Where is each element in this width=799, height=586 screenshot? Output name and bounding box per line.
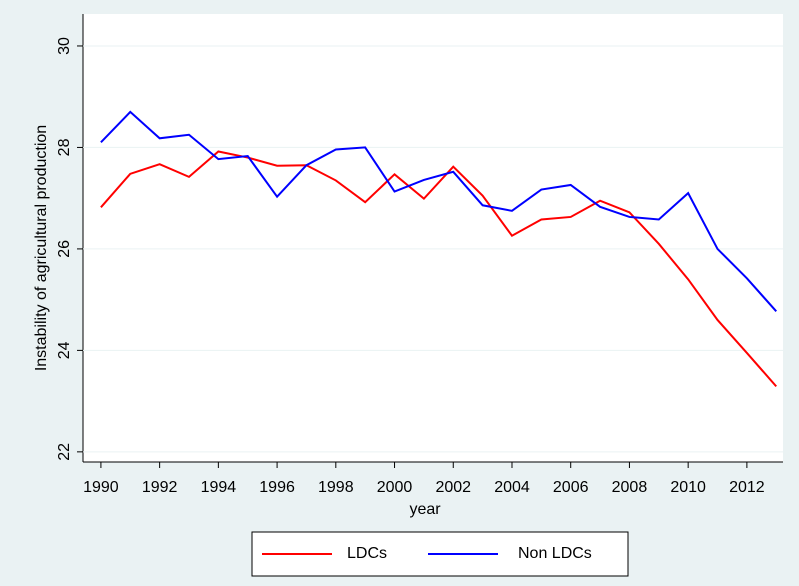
y-tick-label: 24 [56,341,73,359]
x-axis-label: year [409,501,441,518]
y-tick-label: 28 [56,138,73,156]
x-tick-label: 2012 [729,479,765,496]
y-tick-label: 26 [56,240,73,258]
x-tick-label: 2010 [670,479,706,496]
x-tick-label: 1992 [142,479,178,496]
y-tick-label: 30 [56,37,73,55]
x-tick-label: 2000 [377,479,413,496]
plot-area [83,14,783,462]
legend-label: Non LDCs [518,545,592,562]
x-tick-label: 2006 [553,479,589,496]
series-line [100,110,777,312]
y-axis-label: Instability of agricultural production [33,125,50,371]
legend-label: LDCs [347,545,387,562]
x-tick-label: 1994 [201,479,237,496]
x-tick-label: 2004 [494,479,530,496]
x-tick-label: 2008 [612,479,648,496]
x-tick-label: 1990 [83,479,119,496]
y-tick-label: 22 [56,443,73,461]
x-tick-label: 2002 [435,479,471,496]
x-tick-label: 1996 [259,479,295,496]
x-tick-label: 1998 [318,479,354,496]
